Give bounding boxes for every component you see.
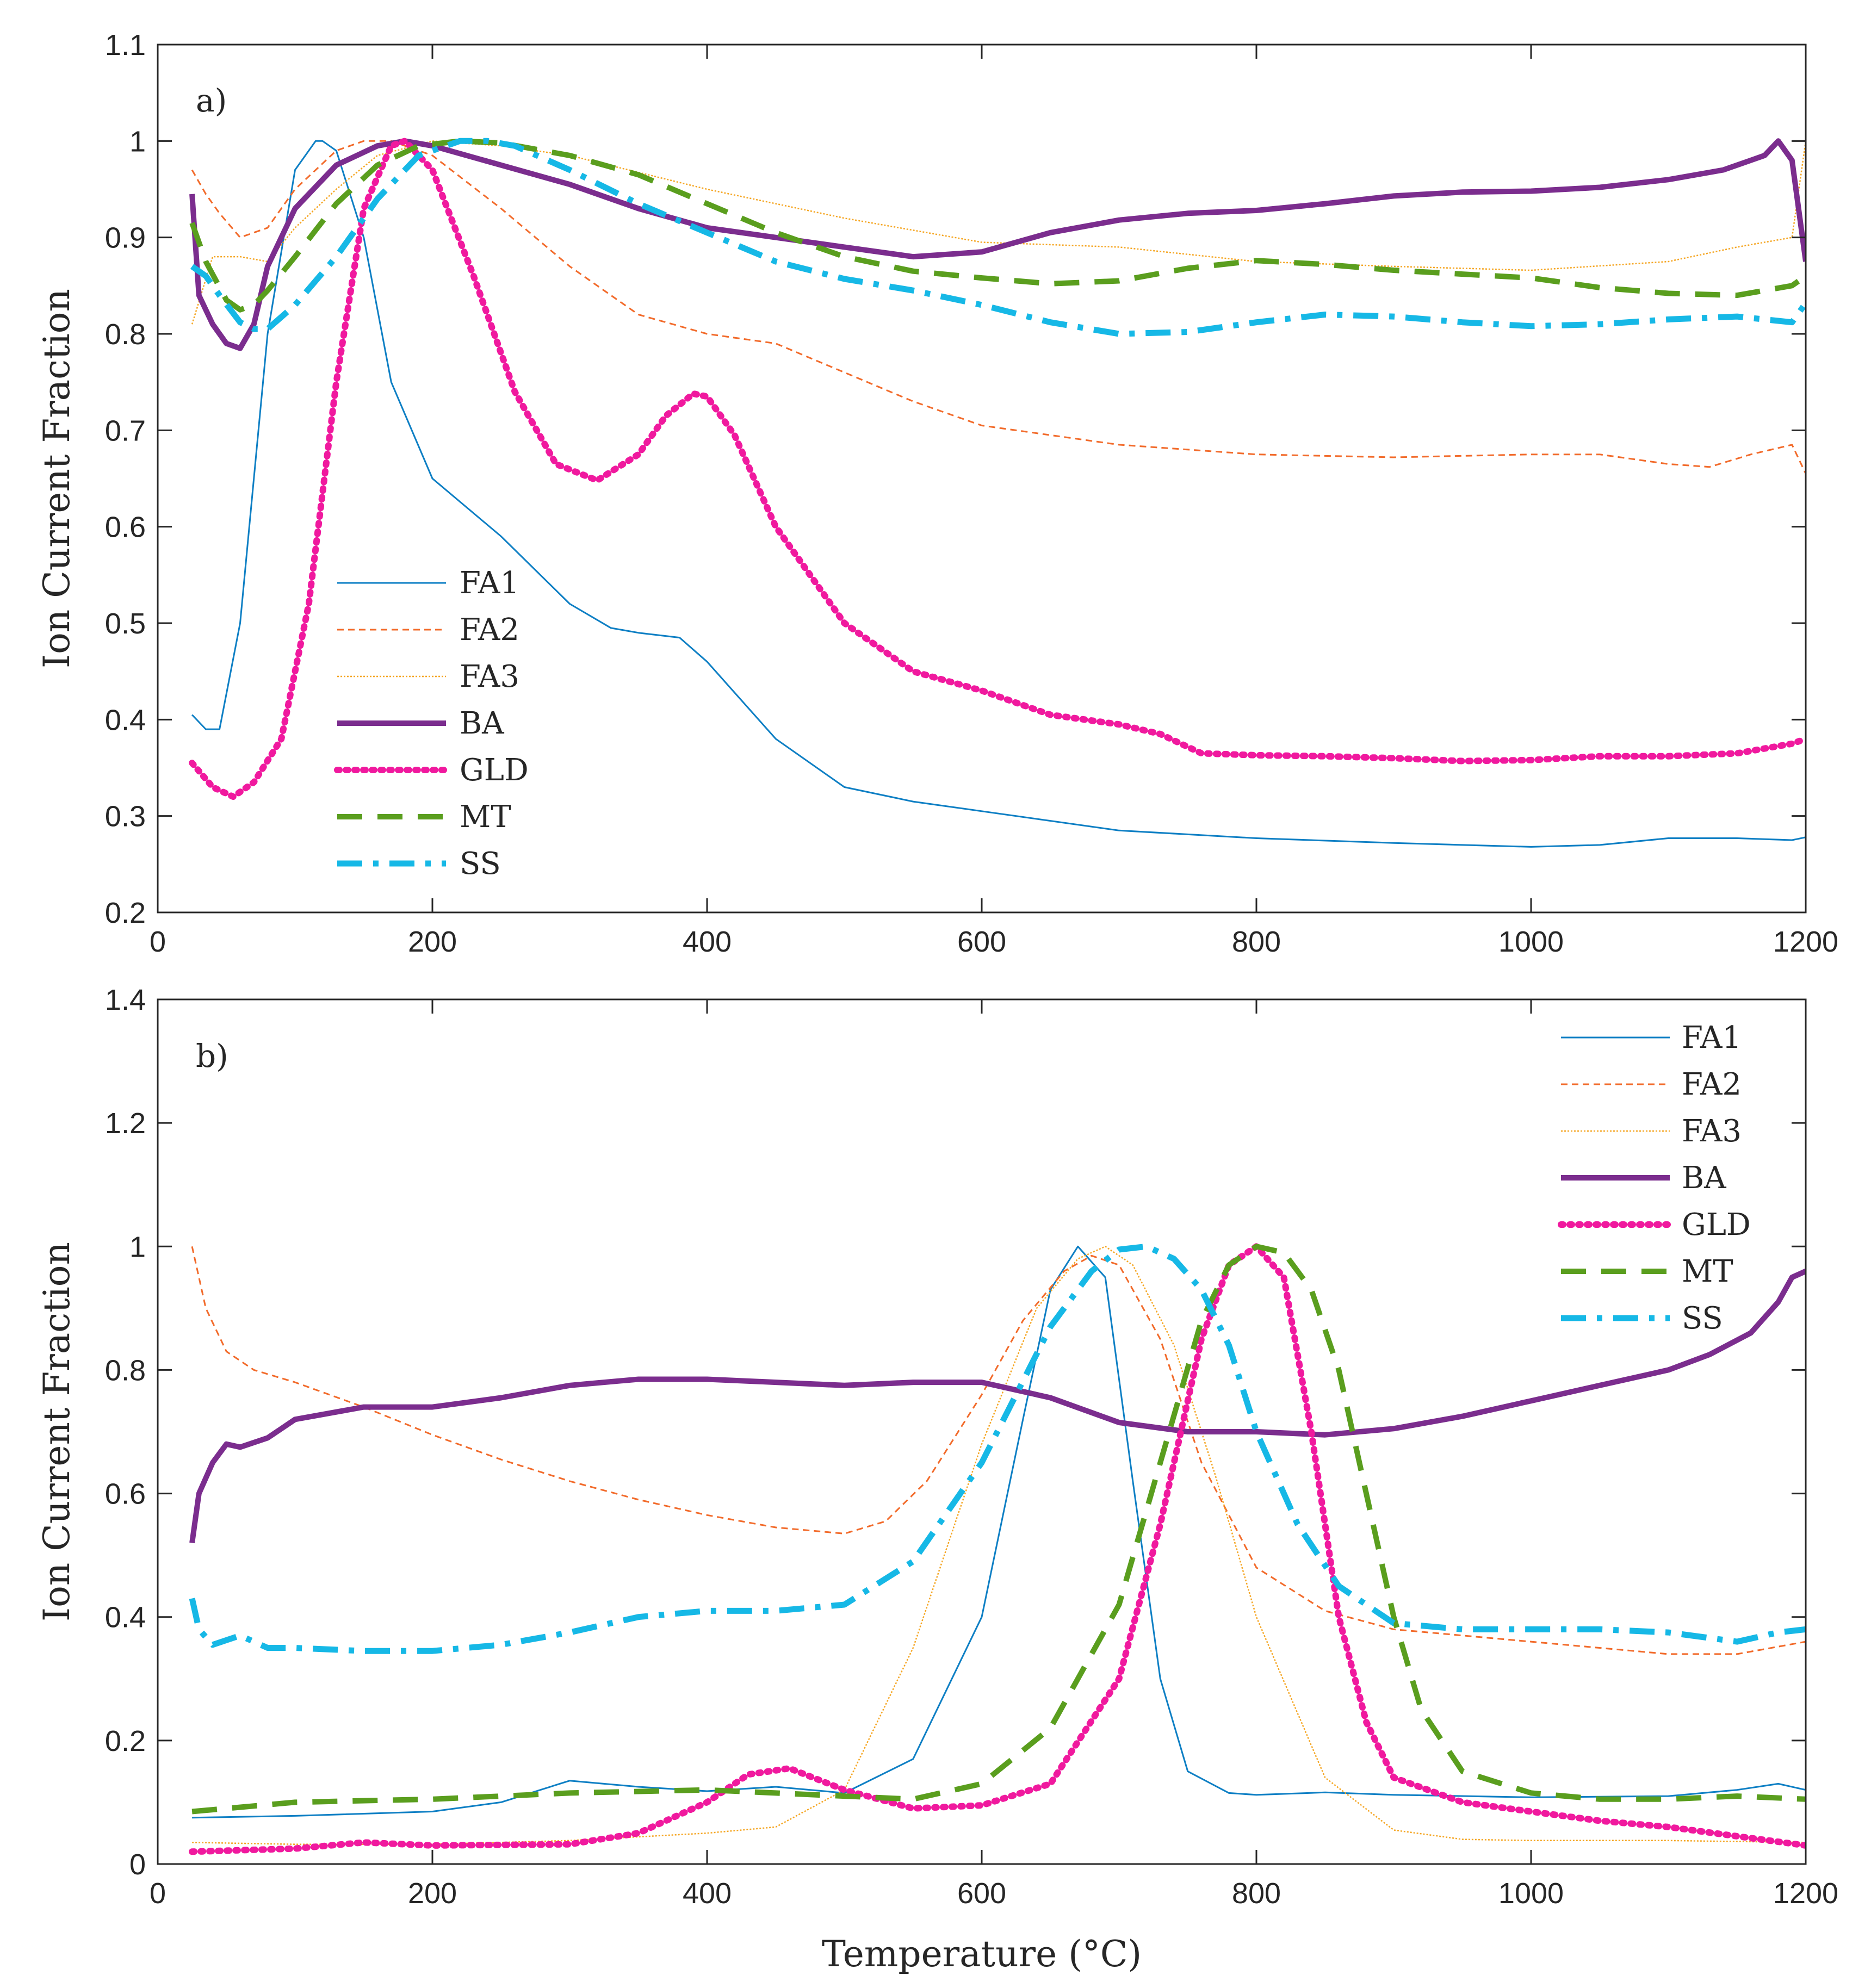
panel-a-y-tick-label: 0.4 xyxy=(105,704,146,736)
panel-b-legend-label-ss: SS xyxy=(1682,1301,1723,1336)
panel-b-series-layer xyxy=(189,1243,1806,1855)
panel-a-ticks: 0 200 400 600 800 1000 1200 0.2 0.3 0.4 0.5 0.6 0.7 0… xyxy=(105,29,1838,958)
panel-b-x-tick-label: 800 xyxy=(1232,1877,1281,1910)
panel-a-y-tick-label: 1.1 xyxy=(105,29,146,61)
panel-b-x-tick-label: 0 xyxy=(150,1877,166,1910)
panel-a-series-mt xyxy=(189,138,1806,313)
panel-b-y-tick-label: 1.2 xyxy=(105,1107,146,1140)
panel-a-legend-label-ss: SS xyxy=(460,846,501,881)
panel-b-legend-label-ba: BA xyxy=(1682,1160,1726,1196)
panel-a-series-fa1 xyxy=(191,140,1806,848)
panel-a-label: a) xyxy=(196,82,227,119)
panel-b-y-tick-label: 1 xyxy=(129,1231,146,1263)
panel-a-y-tick-label: 0.6 xyxy=(105,511,146,544)
panel-a-legend-label-fa2: FA2 xyxy=(460,612,519,648)
panel-a-series-gld xyxy=(189,138,1806,800)
panel-b-y-tick-label: 0.8 xyxy=(105,1354,146,1387)
panel-b-series-ss xyxy=(189,1243,1806,1654)
panel-b: 0 200 400 600 800 1000 1200 0 0.2 0.4 0.6 0.8 1 1.2 1.… xyxy=(36,984,1838,1975)
panel-a-x-tick-label: 1000 xyxy=(1498,925,1564,958)
panel-a-x-tick-label: 400 xyxy=(683,925,732,958)
panel-a-y-tick-label: 1 xyxy=(129,125,146,158)
panel-a: 0 200 400 600 800 1000 1200 0.2 0.3 0.4 0.5 0.6 0.7 0… xyxy=(36,29,1838,958)
panel-b-y-tick-label: 0.6 xyxy=(105,1478,146,1511)
panel-b-series-ba xyxy=(189,1269,1806,1544)
panel-a-series-ba xyxy=(189,138,1806,351)
panel-b-y-tick-label: 0.2 xyxy=(105,1725,146,1757)
panel-b-legend-label-fa2: FA2 xyxy=(1682,1067,1742,1102)
panel-b-series-gld xyxy=(189,1243,1806,1855)
panel-a-legend-label-mt: MT xyxy=(460,799,511,835)
panel-b-x-tick-label: 400 xyxy=(683,1877,732,1910)
panel-a-x-tick-label: 0 xyxy=(150,925,166,958)
panel-a-y-axis-title: Ion Current Fraction xyxy=(36,289,78,668)
panel-b-legend-label-fa3: FA3 xyxy=(1682,1114,1742,1149)
panel-b-y-axis-title: Ion Current Fraction xyxy=(36,1242,78,1622)
panel-a-series-layer xyxy=(189,138,1806,848)
panel-b-legend-label-fa1: FA1 xyxy=(1682,1020,1742,1055)
panel-b-x-tick-label: 1000 xyxy=(1498,1877,1564,1910)
panel-b-series-fa3 xyxy=(192,1246,1806,1845)
panel-b-legend-label-gld: GLD xyxy=(1682,1207,1751,1242)
panel-a-legend-label-fa3: FA3 xyxy=(460,659,519,694)
panel-a-legend-label-fa1: FA1 xyxy=(460,566,519,601)
panel-a-legend: FA1 FA2 FA3 BA GLD MT SS xyxy=(334,566,529,881)
panel-a-y-tick-label: 0.5 xyxy=(105,607,146,640)
panel-a-x-tick-label: 800 xyxy=(1232,925,1281,958)
panel-b-series-mt xyxy=(191,1244,1806,1815)
panel-a-y-tick-label: 0.3 xyxy=(105,800,146,833)
panel-a-x-tick-label: 200 xyxy=(408,925,457,958)
panel-b-y-tick-label: 0.4 xyxy=(105,1601,146,1634)
panel-b-label: b) xyxy=(196,1038,228,1074)
panel-a-x-tick-label: 600 xyxy=(957,925,1006,958)
panel-a-y-tick-label: 0.9 xyxy=(105,222,146,254)
panel-b-legend-label-mt: MT xyxy=(1682,1254,1733,1289)
panel-b-ticks: 0 200 400 600 800 1000 1200 0 0.2 0.4 0.6 0.8 1 1.2 1.… xyxy=(105,984,1838,1910)
panel-b-series-fa1 xyxy=(192,1245,1806,1819)
panel-a-legend-label-ba: BA xyxy=(460,706,504,741)
panel-b-x-tick-label: 200 xyxy=(408,1877,457,1910)
panel-a-y-tick-label: 0.7 xyxy=(105,414,146,447)
panel-b-x-tick-label: 1200 xyxy=(1773,1877,1838,1910)
panel-b-legend: FA1 FA2 FA3 BA GLD MT SS xyxy=(1558,1020,1751,1336)
panel-b-y-tick-label: 1.4 xyxy=(105,984,146,1016)
panel-a-x-tick-label: 1200 xyxy=(1773,925,1838,958)
panel-b-x-axis-title: Temperature (°C) xyxy=(822,1933,1142,1975)
panel-a-y-tick-label: 0.8 xyxy=(105,318,146,351)
panel-a-legend-label-gld: GLD xyxy=(460,753,529,788)
panel-b-y-tick-label: 0 xyxy=(129,1848,146,1881)
panel-a-y-tick-label: 0.2 xyxy=(105,897,146,929)
panel-b-series-fa2 xyxy=(191,1246,1806,1655)
panel-a-series-ss xyxy=(190,138,1806,337)
panel-a-series-fa2 xyxy=(191,140,1806,474)
panel-b-x-tick-label: 600 xyxy=(957,1877,1006,1910)
